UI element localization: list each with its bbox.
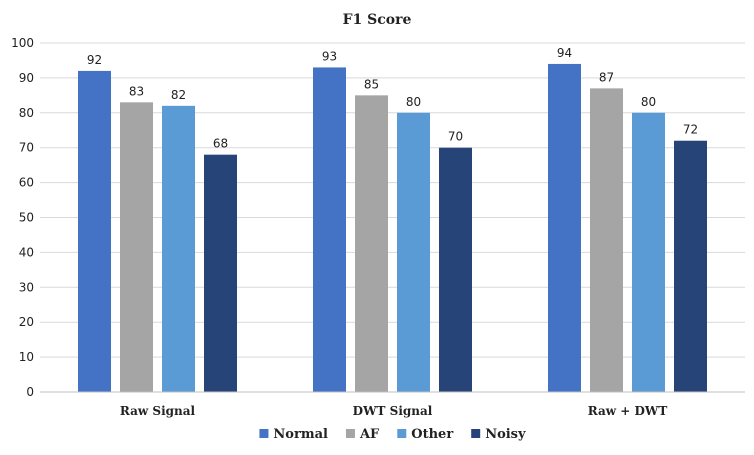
bar-normal [548,63,581,392]
data-label: 68 [213,137,228,151]
legend-label: Noisy [485,427,526,442]
y-tick-label: 80 [19,106,34,120]
category-labels: Raw Signal DWT Signal Raw + DWT [120,404,667,418]
legend-swatch [471,429,481,438]
bar-other [632,112,665,393]
bars [78,63,707,393]
data-labels: 92 83 82 68 93 85 80 70 94 87 80 72 [87,46,698,151]
data-label: 70 [448,130,463,144]
data-label: 93 [322,49,337,63]
category-label: DWT Signal [353,404,433,418]
data-label: 83 [129,84,144,98]
data-label: 87 [599,70,614,84]
y-tick-label: 40 [19,245,34,259]
bar-af [120,102,153,392]
y-axis-tick-labels: 0 10 20 30 40 50 60 70 80 90 100 [11,36,34,399]
data-label: 92 [87,53,102,67]
legend-item-normal: Normal [259,427,328,442]
y-tick-label: 100 [11,36,34,50]
bar-noisy [204,154,237,392]
bar-normal [313,67,346,393]
y-tick-label: 70 [19,141,34,155]
y-tick-label: 10 [19,350,34,364]
data-label: 94 [557,46,572,60]
bar-noisy [674,140,707,392]
legend-label: Normal [273,427,328,442]
y-tick-label: 50 [19,211,34,225]
legend-label: AF [359,427,380,442]
bar-noisy [439,147,472,392]
bar-other [397,112,430,393]
gridlines [40,42,745,358]
y-tick-label: 30 [19,280,34,294]
legend: Normal AF Other Noisy [259,427,526,442]
legend-item-other: Other [397,427,453,442]
legend-item-af: AF [345,427,380,442]
y-tick-label: 90 [19,71,34,85]
bar-normal [78,70,111,393]
legend-swatch [397,429,407,438]
y-tick-label: 60 [19,176,34,190]
data-label: 72 [683,123,698,137]
y-tick-label: 20 [19,315,34,329]
bar-other [162,105,195,392]
category-label: Raw Signal [120,404,196,418]
legend-swatch [345,429,355,438]
legend-swatch [259,429,269,438]
category-label: Raw + DWT [588,404,668,418]
legend-item-noisy: Noisy [471,427,526,442]
data-label: 85 [364,77,379,91]
legend-label: Other [411,427,453,442]
data-label: 82 [171,88,186,102]
bar-af [590,88,623,393]
y-tick-label: 0 [26,385,34,399]
chart-title: F1 Score [343,12,412,28]
data-label: 80 [406,95,421,109]
bar-af [355,95,388,392]
data-label: 80 [641,95,656,109]
